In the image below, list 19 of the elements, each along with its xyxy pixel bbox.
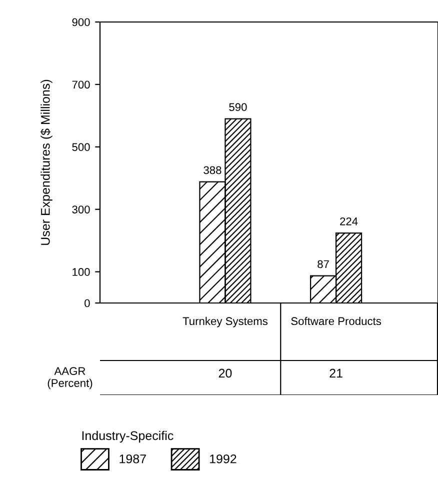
x-tick-label: Turnkey Systems: [182, 316, 268, 328]
data-label: 388: [204, 166, 222, 174]
data-label: 224: [340, 217, 358, 226]
text: 21: [330, 368, 342, 378]
y-tick-label: 100: [72, 268, 90, 276]
legend-title: Industry-Specific: [82, 430, 174, 443]
legend-label: 1987: [120, 454, 146, 464]
y-tick-label: 700: [72, 80, 90, 89]
y-tick-label: 0: [84, 299, 90, 308]
data-label: 590: [229, 103, 247, 112]
y-tick-label: 500: [72, 143, 90, 152]
text: AAGR (Percent): [48, 367, 92, 390]
legend-label: 1992: [210, 454, 236, 464]
data-label: 87: [318, 260, 329, 268]
text: 20: [218, 368, 232, 378]
x-tick-label: Software Products: [291, 316, 382, 326]
y-tick-label: 300: [72, 206, 90, 214]
y-tick-label: 900: [72, 18, 90, 26]
y-axis-title: User Expenditures ($ Millions): [40, 80, 52, 245]
